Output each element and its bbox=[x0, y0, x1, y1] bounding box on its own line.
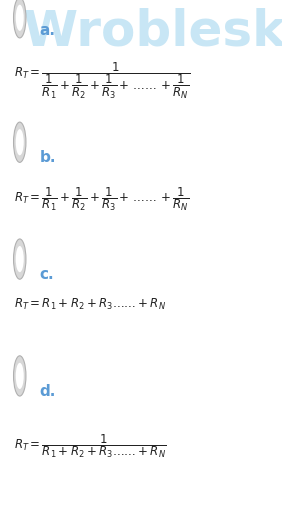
Text: $R_T = R_1 + R_2 + R_3\ldots\ldots + R_N$: $R_T = R_1 + R_2 + R_3\ldots\ldots + R_N… bbox=[14, 297, 166, 312]
Ellipse shape bbox=[16, 363, 24, 389]
Text: c.: c. bbox=[39, 267, 54, 282]
Ellipse shape bbox=[14, 239, 26, 279]
Text: b.: b. bbox=[39, 150, 56, 165]
Ellipse shape bbox=[14, 122, 26, 163]
Text: Wroblesk: Wroblesk bbox=[23, 8, 282, 55]
Text: d.: d. bbox=[39, 384, 56, 399]
Text: a.: a. bbox=[39, 23, 56, 38]
Ellipse shape bbox=[16, 246, 24, 272]
Ellipse shape bbox=[14, 0, 26, 38]
Text: $R_T = \dfrac{1}{R_1 + R_2 + R_3\ldots\ldots + R_N}$: $R_T = \dfrac{1}{R_1 + R_2 + R_3\ldots\l… bbox=[14, 432, 167, 460]
Ellipse shape bbox=[14, 356, 26, 396]
Text: $R_T = \dfrac{1}{R_1} + \dfrac{1}{R_2} + \dfrac{1}{R_3} + \,\ldots\ldots\, + \df: $R_T = \dfrac{1}{R_1} + \dfrac{1}{R_2} +… bbox=[14, 185, 190, 213]
Ellipse shape bbox=[16, 129, 24, 155]
Text: $R_T = \dfrac{1}{\dfrac{1}{R_1} + \dfrac{1}{R_2} + \dfrac{1}{R_3} + \,\ldots\ldo: $R_T = \dfrac{1}{\dfrac{1}{R_1} + \dfrac… bbox=[14, 61, 191, 102]
Ellipse shape bbox=[16, 5, 24, 31]
